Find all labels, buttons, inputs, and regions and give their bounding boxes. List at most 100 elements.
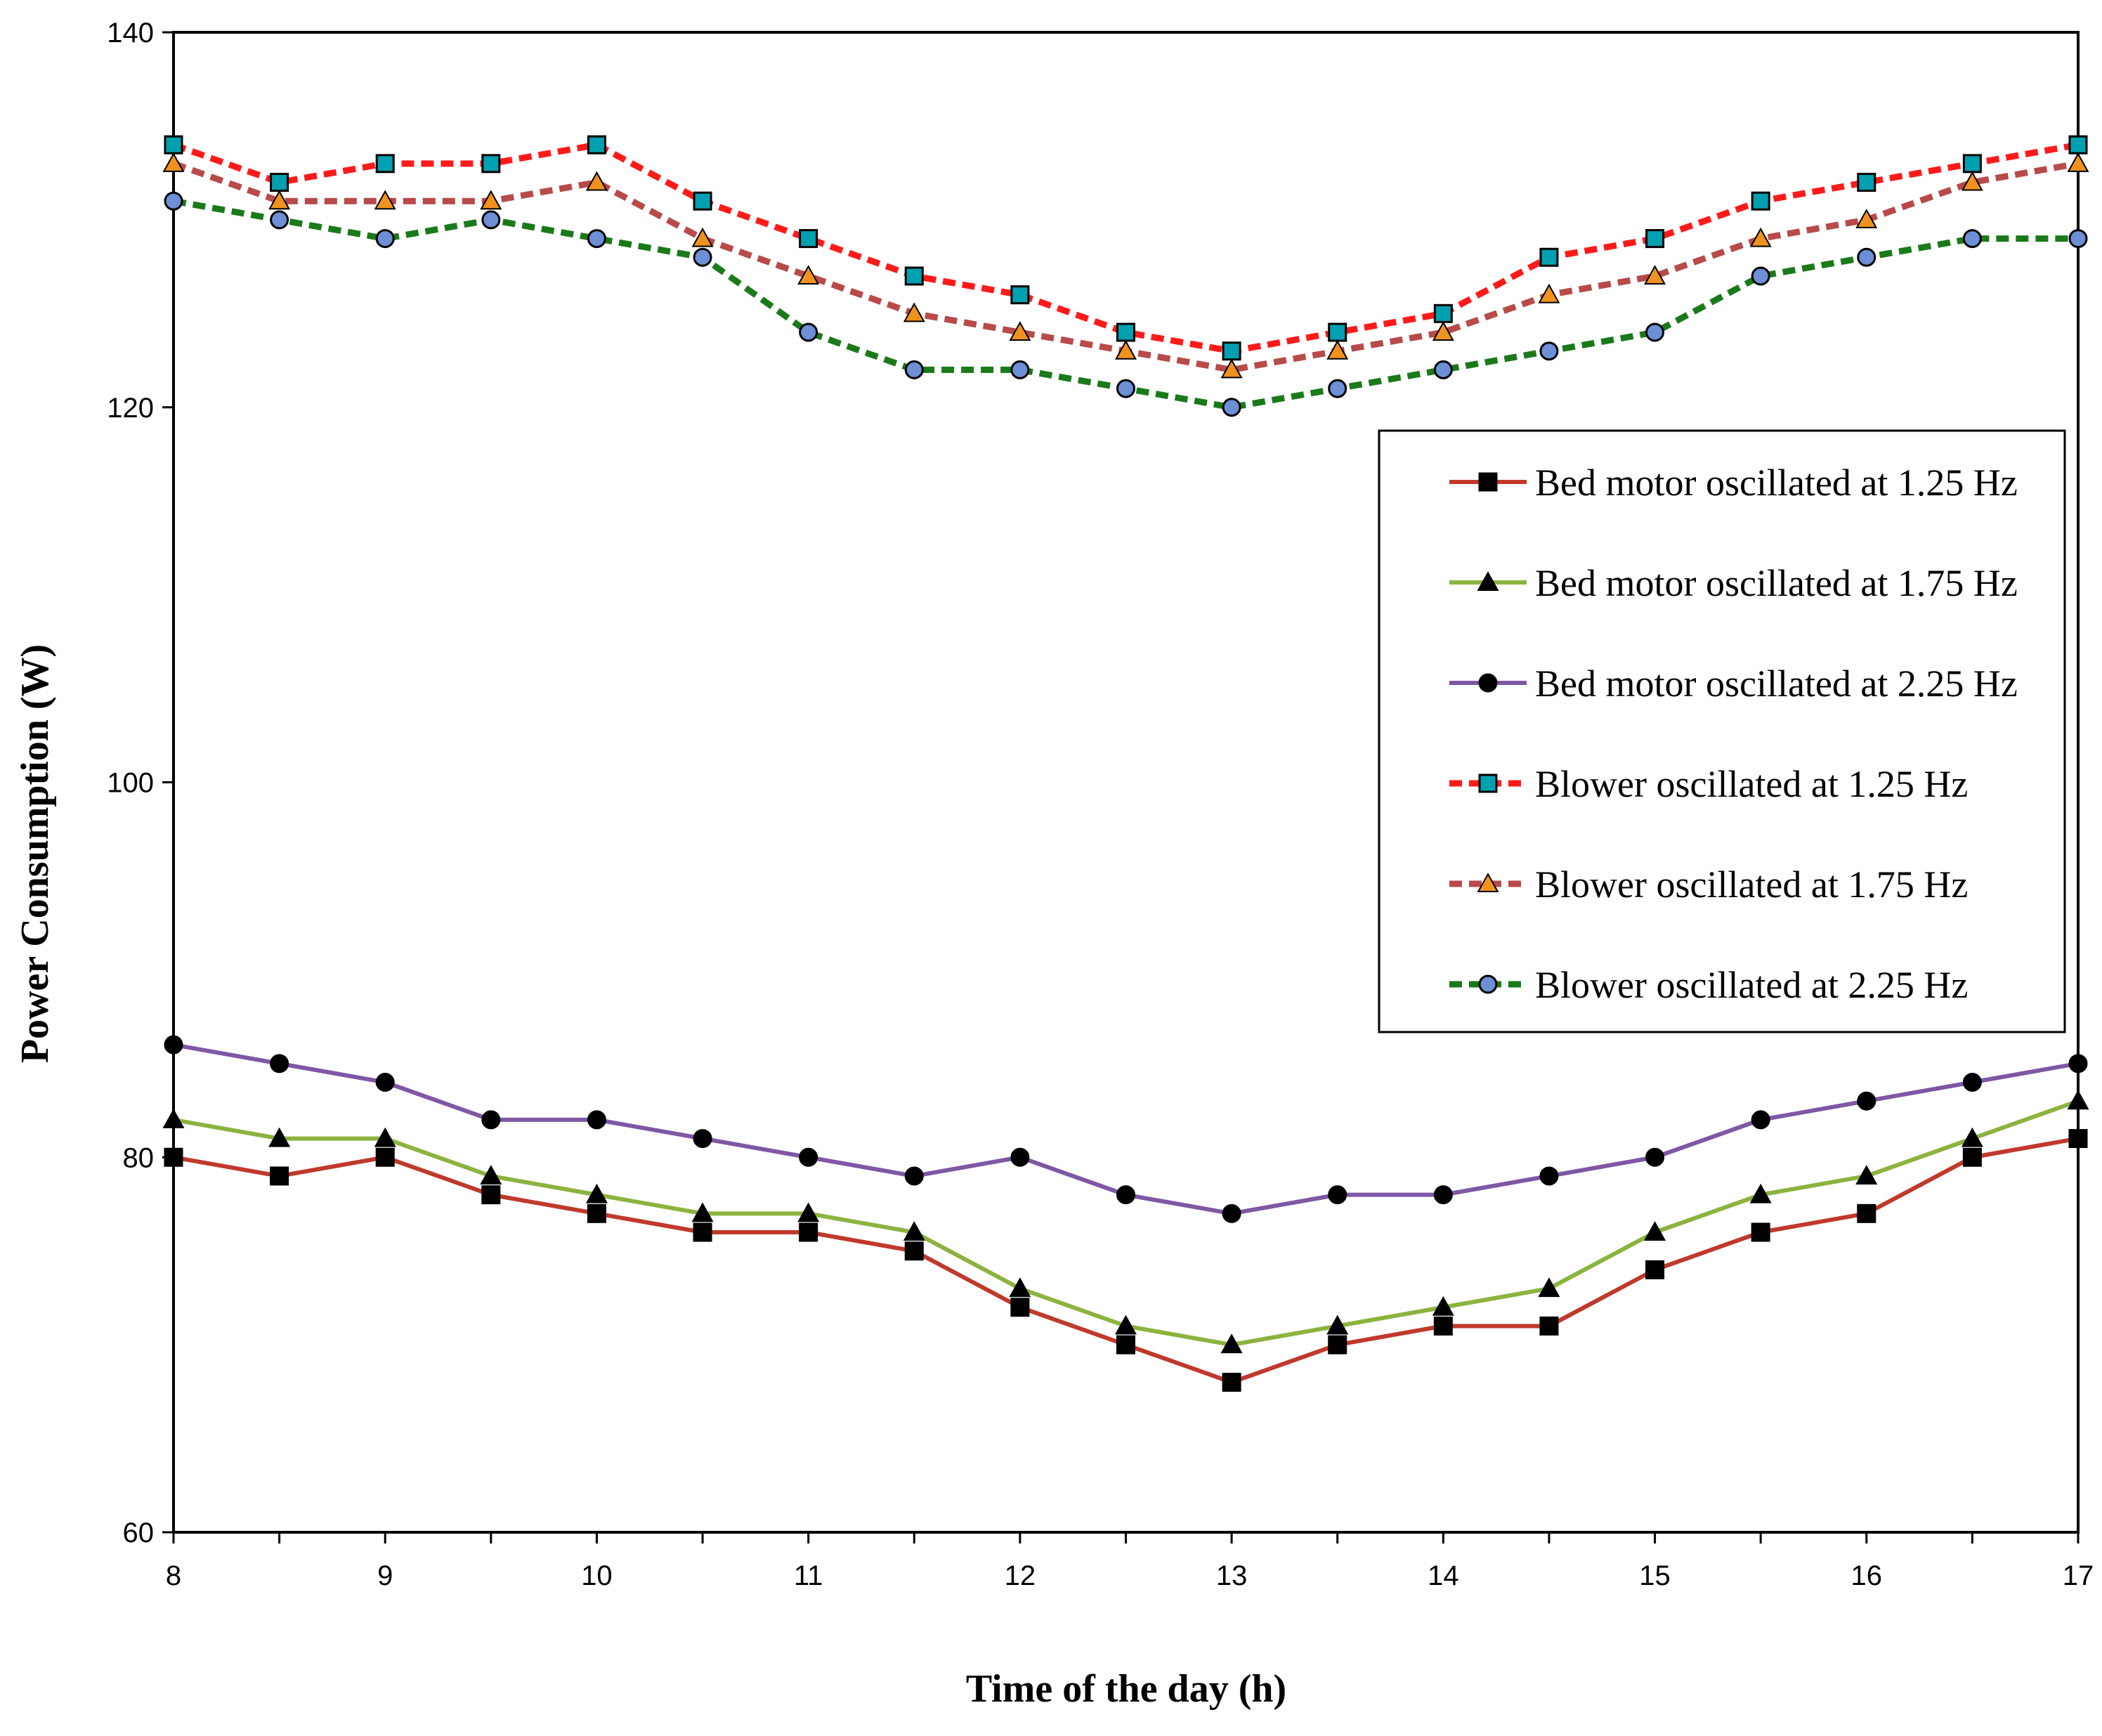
data-point bbox=[1432, 321, 1454, 341]
data-point bbox=[1433, 1316, 1453, 1336]
data-point bbox=[270, 210, 289, 230]
y-axis-title: Power Consumption (W) bbox=[13, 644, 57, 1063]
data-point bbox=[1962, 154, 1982, 174]
data-point bbox=[1326, 1314, 1349, 1335]
data-point bbox=[1433, 360, 1453, 379]
data-point bbox=[1328, 379, 1347, 398]
series-6 bbox=[164, 191, 2088, 417]
data-point bbox=[1328, 322, 1347, 342]
series-line bbox=[172, 141, 2079, 355]
legend-label: Blower oscillated at 2.25 Hz bbox=[1535, 964, 1968, 1006]
x-tick-label: 14 bbox=[1428, 1560, 1459, 1591]
legend-item: Blower oscillated at 2.25 Hz bbox=[1449, 964, 1968, 1006]
x-tick-label: 17 bbox=[2063, 1560, 2094, 1591]
data-point bbox=[164, 1147, 183, 1167]
data-point bbox=[1857, 173, 1876, 192]
data-point bbox=[164, 135, 183, 155]
data-point bbox=[799, 322, 818, 342]
data-point bbox=[268, 1127, 291, 1147]
data-point bbox=[2068, 1054, 2088, 1073]
legend-item: Blower oscillated at 1.75 Hz bbox=[1449, 863, 1968, 906]
data-point bbox=[1009, 1277, 1031, 1298]
data-point bbox=[1326, 339, 1349, 360]
x-axis-title: Time of the day (h) bbox=[966, 1667, 1286, 1711]
series-4 bbox=[164, 135, 2088, 361]
legend-label: Bed motor oscillated at 2.25 Hz bbox=[1535, 663, 2018, 705]
data-point bbox=[1644, 1221, 1666, 1241]
data-point bbox=[799, 1147, 818, 1167]
data-point bbox=[1222, 1373, 1241, 1392]
x-tick-label: 12 bbox=[1005, 1560, 1036, 1591]
x-tick-label: 15 bbox=[1639, 1560, 1671, 1591]
data-point bbox=[374, 190, 396, 210]
data-point bbox=[2068, 135, 2088, 155]
data-point bbox=[1539, 247, 1559, 267]
data-point bbox=[1961, 171, 1983, 191]
legend-swatch-marker bbox=[1478, 774, 1498, 793]
data-point bbox=[797, 1202, 820, 1222]
data-point bbox=[164, 1035, 183, 1055]
data-point bbox=[268, 190, 291, 210]
data-point bbox=[1857, 1203, 1876, 1223]
data-point bbox=[1539, 341, 1559, 361]
y-tick-label: 140 bbox=[107, 18, 154, 48]
data-point bbox=[691, 1202, 714, 1222]
data-point bbox=[1116, 1185, 1135, 1205]
data-point bbox=[375, 1147, 395, 1167]
data-point bbox=[270, 173, 289, 192]
data-point bbox=[1751, 266, 1770, 286]
data-point bbox=[1857, 247, 1876, 267]
data-point bbox=[1645, 1147, 1665, 1167]
data-point bbox=[1116, 322, 1135, 342]
data-point bbox=[480, 1165, 502, 1184]
legend-label: Blower oscillated at 1.75 Hz bbox=[1535, 863, 1968, 906]
data-point bbox=[1539, 1316, 1559, 1336]
data-point bbox=[797, 265, 820, 285]
data-point bbox=[1751, 1222, 1770, 1242]
x-tick-label: 11 bbox=[794, 1560, 823, 1591]
legend-item: Bed motor oscillated at 1.75 Hz bbox=[1449, 562, 2018, 604]
legend-item: Bed motor oscillated at 1.25 Hz bbox=[1449, 462, 2018, 504]
y-tick-label: 60 bbox=[123, 1518, 155, 1548]
data-point bbox=[693, 1129, 712, 1149]
data-point bbox=[1962, 1147, 1982, 1167]
data-point bbox=[375, 1073, 395, 1092]
data-point bbox=[375, 229, 395, 249]
data-point bbox=[270, 1166, 289, 1186]
data-point bbox=[2068, 1129, 2088, 1149]
x-tick-label: 13 bbox=[1216, 1560, 1248, 1591]
data-point bbox=[1857, 1091, 1876, 1111]
legend-swatch-marker bbox=[1477, 571, 1499, 592]
x-tick-label: 8 bbox=[166, 1560, 181, 1591]
data-point bbox=[903, 1221, 925, 1241]
data-point bbox=[1962, 229, 1982, 249]
data-point bbox=[587, 1203, 606, 1223]
data-point bbox=[481, 210, 501, 230]
data-point bbox=[1432, 1296, 1454, 1316]
data-point bbox=[585, 171, 608, 191]
data-point bbox=[903, 302, 925, 322]
y-tick-label: 120 bbox=[107, 393, 154, 424]
data-point bbox=[1328, 1335, 1347, 1355]
data-point bbox=[693, 191, 712, 211]
data-point bbox=[1645, 229, 1665, 249]
series-line bbox=[173, 1099, 2080, 1347]
series-3 bbox=[164, 1035, 2088, 1223]
data-point bbox=[1751, 191, 1770, 211]
data-point bbox=[1539, 1166, 1559, 1186]
data-point bbox=[1222, 1203, 1241, 1223]
data-point bbox=[1433, 1185, 1453, 1205]
series-2 bbox=[162, 1090, 2089, 1354]
data-point bbox=[587, 229, 606, 249]
data-point bbox=[1010, 360, 1030, 379]
data-point bbox=[1538, 1277, 1560, 1298]
data-point bbox=[587, 135, 606, 155]
data-point bbox=[481, 1185, 501, 1205]
legend-swatch-marker bbox=[1478, 472, 1498, 492]
data-point bbox=[693, 247, 712, 267]
data-point bbox=[1751, 1110, 1770, 1130]
data-point bbox=[2067, 1090, 2089, 1110]
data-point bbox=[1328, 1185, 1347, 1205]
data-point bbox=[1644, 265, 1666, 285]
